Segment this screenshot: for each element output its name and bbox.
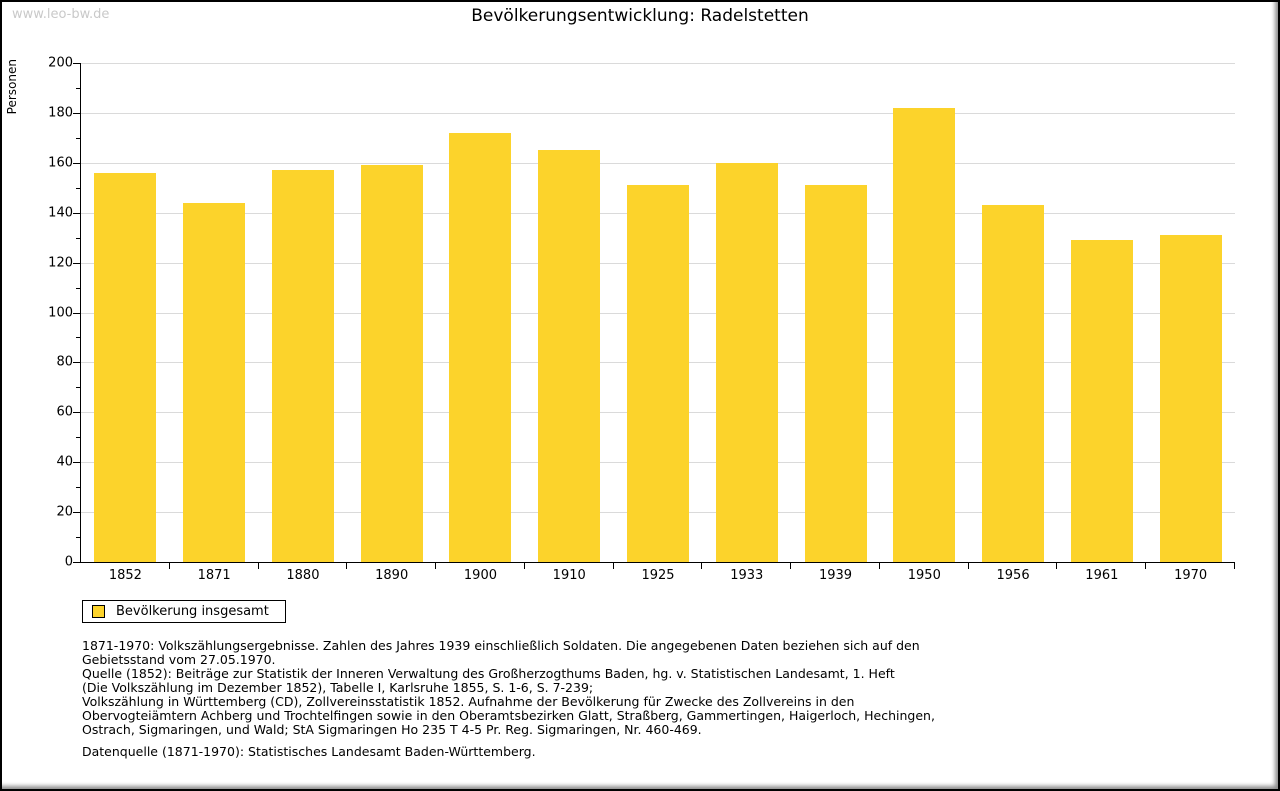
y-axis-major-tick bbox=[73, 63, 80, 64]
y-axis-minor-tick bbox=[76, 237, 80, 239]
bar bbox=[715, 162, 778, 562]
x-axis-tick bbox=[790, 563, 792, 569]
x-axis-label: 1961 bbox=[1085, 568, 1119, 583]
y-axis-minor-tick bbox=[76, 337, 80, 339]
gridline bbox=[81, 63, 1235, 64]
y-axis-minor-tick bbox=[76, 387, 80, 389]
bar bbox=[94, 172, 157, 562]
y-axis-major-tick bbox=[73, 262, 80, 264]
x-axis-tick bbox=[612, 563, 614, 569]
footer-notes: 1871-1970: Volkszählungsergebnisse. Zahl… bbox=[82, 639, 935, 737]
y-axis-minor-tick bbox=[76, 287, 80, 289]
y-axis-major-tick bbox=[73, 162, 80, 164]
y-axis-label: 120 bbox=[48, 255, 73, 271]
x-axis-tick bbox=[523, 563, 525, 569]
y-axis-major-tick bbox=[73, 312, 80, 314]
x-axis-tick bbox=[1145, 563, 1147, 569]
x-axis-label: 1939 bbox=[818, 568, 853, 583]
y-axis-minor-tick bbox=[76, 487, 80, 489]
footer-note-line: Gebietsstand vom 27.05.1970. bbox=[82, 652, 276, 667]
legend-swatch bbox=[92, 605, 105, 618]
y-axis-label: 0 bbox=[64, 554, 73, 570]
y-axis-minor-tick bbox=[76, 87, 80, 89]
y-axis-major-tick bbox=[73, 562, 80, 563]
y-axis-label: 20 bbox=[56, 504, 73, 520]
x-axis-tick bbox=[257, 563, 259, 569]
footer-note-line: Volkszählung in Württemberg (CD), Zollve… bbox=[82, 694, 855, 709]
x-axis-label: 1950 bbox=[907, 568, 941, 583]
x-axis-label: 1890 bbox=[375, 568, 409, 583]
y-axis-label: 160 bbox=[48, 155, 73, 171]
x-axis-label: 1956 bbox=[996, 568, 1030, 583]
y-axis-label: 200 bbox=[48, 55, 73, 71]
bar bbox=[449, 132, 512, 562]
bar bbox=[183, 202, 246, 562]
y-axis-major-tick bbox=[73, 462, 80, 464]
y-axis-label: 80 bbox=[56, 354, 73, 370]
x-axis-label: 1970 bbox=[1174, 568, 1208, 583]
x-axis-tick bbox=[346, 563, 348, 569]
footer-note-line: Obervogteiämtern Achberg und Trochtelfin… bbox=[82, 708, 935, 723]
bar bbox=[893, 107, 956, 562]
y-axis-minor-tick bbox=[76, 537, 80, 539]
bar bbox=[538, 150, 601, 562]
y-axis-minor-tick bbox=[76, 187, 80, 189]
x-axis-label: 1880 bbox=[286, 568, 320, 583]
y-axis-major-tick bbox=[73, 212, 80, 214]
x-axis-label: 1933 bbox=[730, 568, 764, 583]
footer-note-line: Quelle (1852): Beiträge zur Statistik de… bbox=[82, 666, 895, 681]
footer-note-line: (Die Volkszählung im Dezember 1852), Tab… bbox=[82, 680, 594, 695]
footer-note-line: 1871-1970: Volkszählungsergebnisse. Zahl… bbox=[82, 638, 920, 653]
bar bbox=[627, 185, 689, 562]
x-axis-tick bbox=[168, 563, 170, 569]
y-axis-minor-tick bbox=[76, 437, 80, 439]
x-axis-label: 1900 bbox=[463, 568, 497, 583]
footer-note-line: Ostrach, Sigmaringen, und Wald; StA Sigm… bbox=[82, 722, 702, 737]
plot-area: 0 20 40 60 80 100 120 140 160 180 200 1852 1871 1880 1… bbox=[48, 56, 1235, 583]
y-axis-label: 180 bbox=[48, 105, 73, 121]
y-axis-minor-tick bbox=[76, 137, 80, 139]
legend-label: Bevölkerung insgesamt bbox=[116, 604, 269, 619]
gridline bbox=[81, 112, 1235, 114]
x-axis-label: 1925 bbox=[641, 568, 675, 583]
bar bbox=[271, 170, 334, 562]
bar bbox=[1159, 235, 1222, 562]
watermark: www.leo-bw.de bbox=[12, 7, 110, 22]
x-axis-label: 1910 bbox=[552, 568, 586, 583]
bar bbox=[982, 205, 1045, 562]
x-axis-label: 1852 bbox=[108, 568, 142, 583]
bar bbox=[1070, 240, 1133, 562]
y-axis-major-tick bbox=[73, 362, 80, 364]
y-axis-label: 60 bbox=[56, 404, 73, 420]
y-axis-label: 40 bbox=[56, 454, 73, 470]
y-axis-major-tick bbox=[73, 512, 80, 514]
y-axis-label: 140 bbox=[48, 205, 73, 221]
x-axis-tick bbox=[435, 563, 437, 569]
y-axis-major-tick bbox=[73, 112, 80, 114]
bar bbox=[360, 165, 423, 562]
bar bbox=[804, 185, 867, 562]
x-axis-tick bbox=[967, 563, 969, 569]
x-axis-label: 1871 bbox=[197, 568, 231, 583]
legend-box: Bevölkerung insgesamt bbox=[82, 600, 286, 623]
datasource-line: Datenquelle (1871-1970): Statistisches L… bbox=[82, 744, 536, 759]
y-axis-label: 100 bbox=[48, 305, 73, 320]
gridline bbox=[81, 162, 1235, 164]
x-axis-tick bbox=[878, 563, 880, 569]
page-title: Bevölkerungsentwicklung: Radelstetten bbox=[471, 6, 809, 26]
x-axis-tick bbox=[1056, 563, 1058, 569]
y-axis-title: Personen bbox=[5, 59, 19, 115]
x-axis-tick bbox=[1234, 563, 1235, 569]
x-axis-tick bbox=[701, 563, 703, 569]
y-axis-major-tick bbox=[73, 412, 80, 414]
